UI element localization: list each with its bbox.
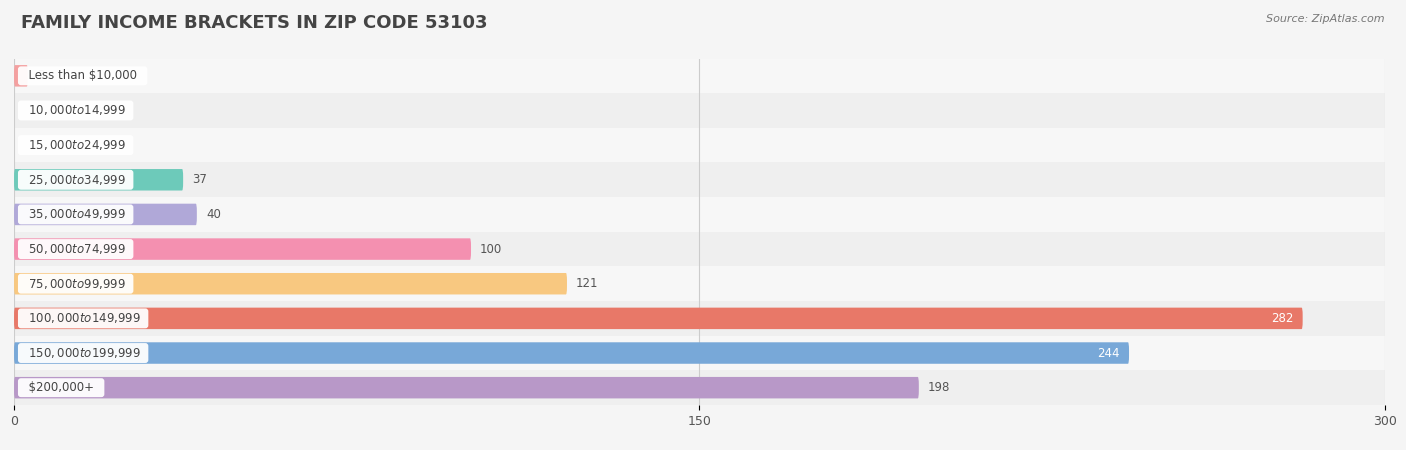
Text: 3: 3: [37, 69, 44, 82]
Bar: [14, 266, 1385, 301]
Text: $100,000 to $149,999: $100,000 to $149,999: [21, 311, 145, 325]
FancyBboxPatch shape: [14, 342, 1129, 364]
Bar: [14, 128, 1385, 162]
FancyBboxPatch shape: [14, 238, 471, 260]
FancyBboxPatch shape: [14, 273, 567, 294]
Text: $15,000 to $24,999: $15,000 to $24,999: [21, 138, 131, 152]
Text: $35,000 to $49,999: $35,000 to $49,999: [21, 207, 131, 221]
FancyBboxPatch shape: [14, 169, 183, 190]
Text: 100: 100: [481, 243, 502, 256]
FancyBboxPatch shape: [14, 308, 1303, 329]
Bar: [14, 232, 1385, 266]
Text: $75,000 to $99,999: $75,000 to $99,999: [21, 277, 131, 291]
Text: $200,000+: $200,000+: [21, 381, 101, 394]
Bar: [14, 370, 1385, 405]
Text: 244: 244: [1097, 346, 1121, 360]
Text: 282: 282: [1271, 312, 1294, 325]
Bar: [14, 301, 1385, 336]
Text: Source: ZipAtlas.com: Source: ZipAtlas.com: [1267, 14, 1385, 23]
Text: $50,000 to $74,999: $50,000 to $74,999: [21, 242, 131, 256]
Text: $150,000 to $199,999: $150,000 to $199,999: [21, 346, 145, 360]
Text: Less than $10,000: Less than $10,000: [21, 69, 145, 82]
FancyBboxPatch shape: [14, 377, 920, 398]
Text: $25,000 to $34,999: $25,000 to $34,999: [21, 173, 131, 187]
Text: 40: 40: [207, 208, 221, 221]
Bar: [14, 162, 1385, 197]
Text: 37: 37: [193, 173, 207, 186]
Text: 121: 121: [576, 277, 599, 290]
Bar: [14, 58, 1385, 93]
Bar: [14, 336, 1385, 370]
Text: 198: 198: [928, 381, 950, 394]
Text: FAMILY INCOME BRACKETS IN ZIP CODE 53103: FAMILY INCOME BRACKETS IN ZIP CODE 53103: [21, 14, 488, 32]
FancyBboxPatch shape: [14, 65, 28, 86]
Bar: [14, 197, 1385, 232]
FancyBboxPatch shape: [14, 204, 197, 225]
Text: $10,000 to $14,999: $10,000 to $14,999: [21, 104, 131, 117]
Bar: [14, 93, 1385, 128]
